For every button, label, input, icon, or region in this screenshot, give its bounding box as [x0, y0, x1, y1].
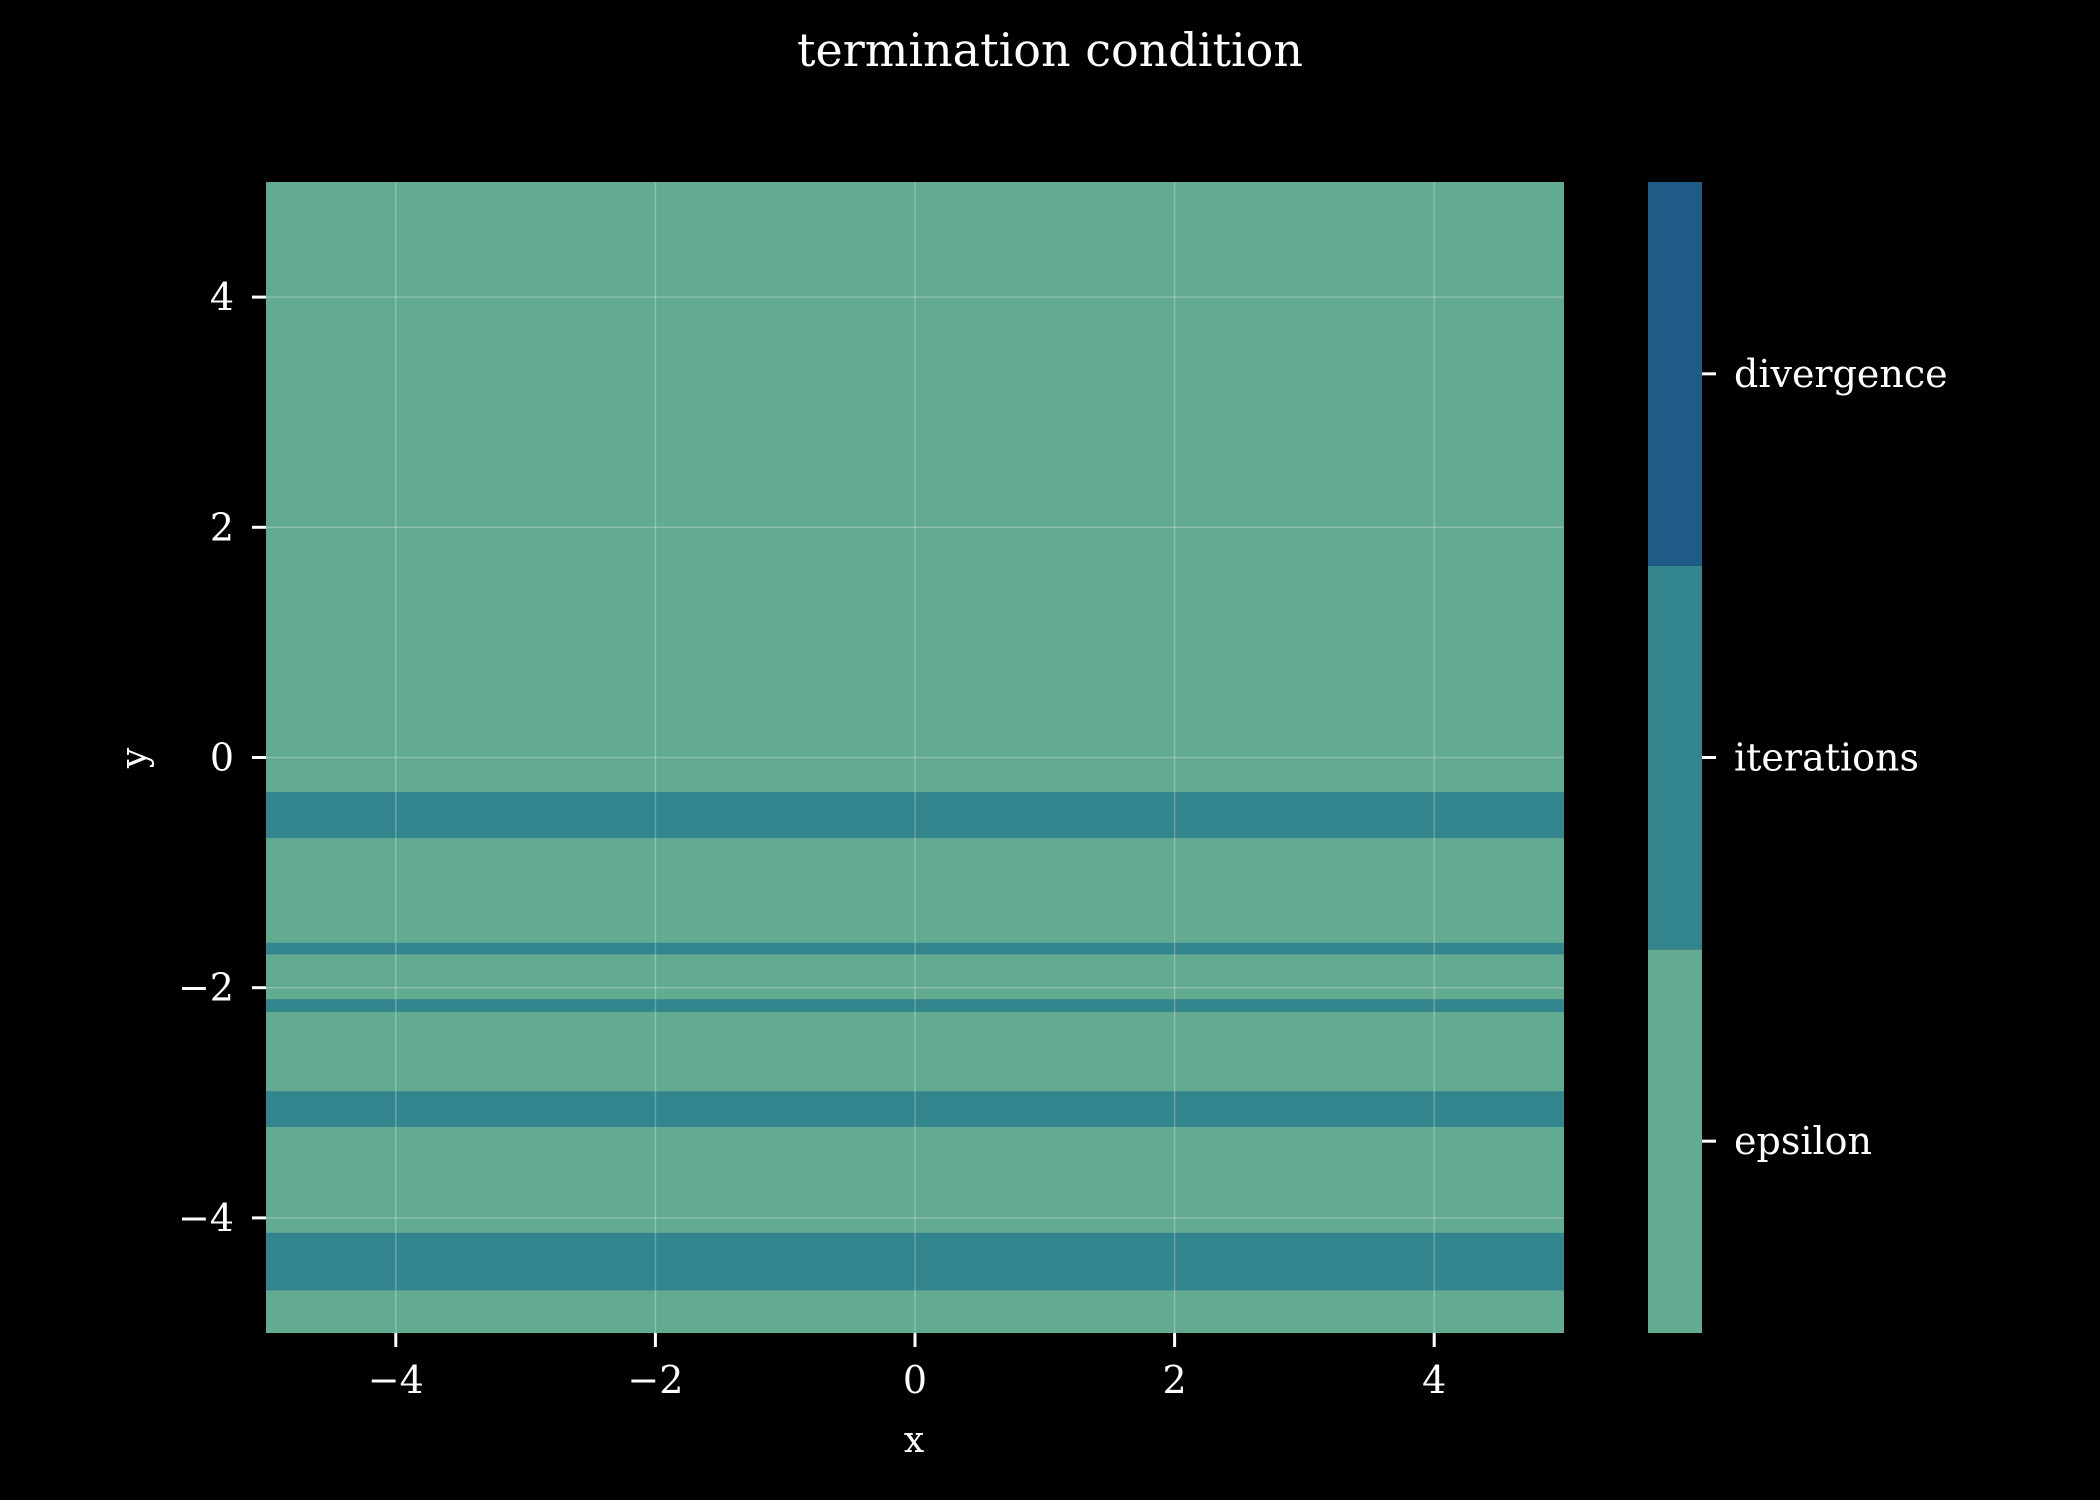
y-tick-label: 0: [210, 736, 234, 780]
heatmap-band-4: [266, 1091, 1564, 1127]
colorbar: epsilon iterations divergence: [1648, 182, 1948, 1333]
plot-area: [266, 182, 1564, 1333]
x-axis-label: x: [904, 1420, 924, 1461]
heatmap-background-epsilon: [266, 182, 1564, 1333]
x-tick-label: −4: [368, 1358, 424, 1402]
y-tick-label: −4: [178, 1196, 234, 1240]
colorbar-segment-divergence: [1648, 182, 1702, 566]
y-tick-label: 2: [210, 505, 234, 549]
grid: [266, 182, 1564, 1333]
y-tick-label: −2: [178, 966, 234, 1010]
heatmap-band-2: [266, 942, 1564, 955]
y-tick-label: 4: [210, 275, 234, 319]
heatmap-band-1: [266, 792, 1564, 839]
x-tick-label: 4: [1422, 1358, 1446, 1402]
colorbar-segment-epsilon: [1648, 949, 1702, 1333]
x-axis: −4 −2 0 2 4: [368, 1333, 1446, 1402]
heatmap-band-3: [266, 999, 1564, 1012]
x-tick-label: −2: [627, 1358, 683, 1402]
colorbar-label-iterations: iterations: [1734, 736, 1919, 780]
y-axis-label: y: [114, 747, 155, 769]
chart-title: termination condition: [797, 23, 1303, 77]
heatmap-band-5: [266, 1232, 1564, 1291]
x-tick-label: 0: [903, 1358, 927, 1402]
y-axis: −4 −2 0 2 4: [178, 275, 266, 1240]
x-tick-label: 2: [1163, 1358, 1187, 1402]
colorbar-segment-iterations: [1648, 565, 1702, 950]
colorbar-label-divergence: divergence: [1734, 352, 1948, 396]
colorbar-label-epsilon: epsilon: [1734, 1119, 1872, 1163]
